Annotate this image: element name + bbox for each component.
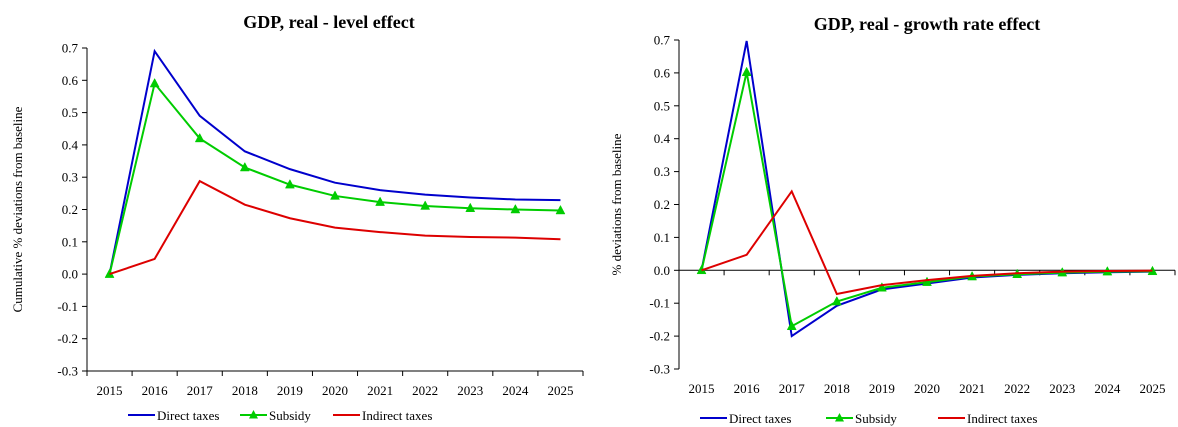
x-tick-label: 2015 xyxy=(689,381,715,396)
x-tick-label: 2021 xyxy=(959,381,985,396)
y-tick-label: -0.2 xyxy=(57,331,78,346)
x-tick-label: 2024 xyxy=(502,383,529,398)
legend-marker-subsidy xyxy=(835,413,844,422)
legend-marker-subsidy xyxy=(249,410,258,419)
data-point-subsidy xyxy=(876,282,887,292)
x-tick-label: 2016 xyxy=(142,383,169,398)
chart-level-effect: GDP, real - level effect Cumulative % dev… xyxy=(10,12,584,423)
y-tick-label: 0.7 xyxy=(654,33,671,48)
x-tick-label: 2015 xyxy=(97,383,123,398)
y-tick-label: 0.1 xyxy=(654,230,670,245)
x-tick-label: 2023 xyxy=(457,383,483,398)
data-point-subsidy xyxy=(330,190,340,200)
data-point-subsidy xyxy=(465,202,476,212)
series-line-indirect-taxes xyxy=(109,179,561,276)
data-point-subsidy xyxy=(786,320,797,330)
y-tick-label: 0.1 xyxy=(62,234,78,249)
x-tick-label: 2020 xyxy=(914,381,940,396)
y-tick-label: 0.7 xyxy=(62,41,79,56)
y-tick-label: -0.3 xyxy=(649,362,670,377)
y-tick-label: 0.3 xyxy=(62,170,78,185)
chart-title: GDP, real - level effect xyxy=(243,12,414,32)
y-tick-label: -0.1 xyxy=(649,296,670,311)
y-tick-label: 0.4 xyxy=(62,137,79,152)
legend-label-subsidy: Subsidy xyxy=(855,411,897,426)
legend-label-direct-taxes: Direct taxes xyxy=(729,411,791,426)
y-tick-label: 0.6 xyxy=(654,65,671,80)
x-tick-label: 2018 xyxy=(232,383,258,398)
y-tick-label: 0.6 xyxy=(62,73,79,88)
x-tick-label: 2020 xyxy=(322,383,348,398)
data-point-subsidy xyxy=(420,200,431,210)
series-line-direct-taxes xyxy=(700,40,1153,338)
legend-label-direct-taxes: Direct taxes xyxy=(157,408,219,423)
x-tick-label: 2019 xyxy=(277,383,303,398)
data-point-subsidy xyxy=(284,179,295,189)
data-point-subsidy xyxy=(375,196,386,206)
x-tick-label: 2022 xyxy=(412,383,438,398)
data-point-subsidy xyxy=(555,204,566,215)
y-tick-label: 0.5 xyxy=(654,98,670,113)
x-tick-label: 2017 xyxy=(779,381,806,396)
y-axis-label: Cumulative % deviations from baseline xyxy=(10,106,25,312)
data-point-subsidy xyxy=(194,132,205,143)
x-tick-label: 2019 xyxy=(869,381,895,396)
x-tick-label: 2024 xyxy=(1094,381,1121,396)
x-tick-label: 2022 xyxy=(1004,381,1030,396)
chart-growth-rate-effect: GDP, real - growth rate effect % deviatio… xyxy=(609,14,1176,426)
y-tick-label: 0.0 xyxy=(654,263,670,278)
y-tick-label: 0.2 xyxy=(62,202,78,217)
x-tick-label: 2017 xyxy=(187,383,214,398)
series-line-direct-taxes xyxy=(108,48,561,275)
x-tick-label: 2018 xyxy=(824,381,850,396)
data-point-subsidy xyxy=(831,296,842,306)
y-tick-label: 0.2 xyxy=(654,197,670,212)
y-tick-label: -0.3 xyxy=(57,364,78,379)
legend-label-subsidy: Subsidy xyxy=(269,408,311,423)
data-point-subsidy xyxy=(510,203,521,214)
x-tick-label: 2016 xyxy=(734,381,761,396)
y-tick-label: 0.4 xyxy=(654,131,671,146)
y-tick-label: -0.2 xyxy=(649,329,670,344)
series-line-indirect-taxes xyxy=(701,189,1153,296)
y-tick-label: -0.1 xyxy=(57,299,78,314)
y-tick-label: 0.5 xyxy=(62,105,78,120)
legend-label-indirect-taxes: Indirect taxes xyxy=(967,411,1037,426)
x-tick-label: 2021 xyxy=(367,383,393,398)
x-tick-label: 2025 xyxy=(1139,381,1165,396)
chart-title: GDP, real - growth rate effect xyxy=(814,14,1041,34)
series-line-subsidy xyxy=(700,72,1153,328)
x-tick-label: 2023 xyxy=(1049,381,1075,396)
x-tick-label: 2025 xyxy=(547,383,573,398)
data-point-subsidy xyxy=(149,77,160,88)
data-point-subsidy xyxy=(239,161,250,172)
y-tick-label: 0.0 xyxy=(62,267,78,282)
legend-label-indirect-taxes: Indirect taxes xyxy=(362,408,432,423)
y-tick-label: 0.3 xyxy=(654,164,670,179)
series-line-subsidy xyxy=(108,81,561,275)
y-axis-label: % deviations from baseline xyxy=(609,133,624,275)
data-point-subsidy xyxy=(741,66,752,76)
